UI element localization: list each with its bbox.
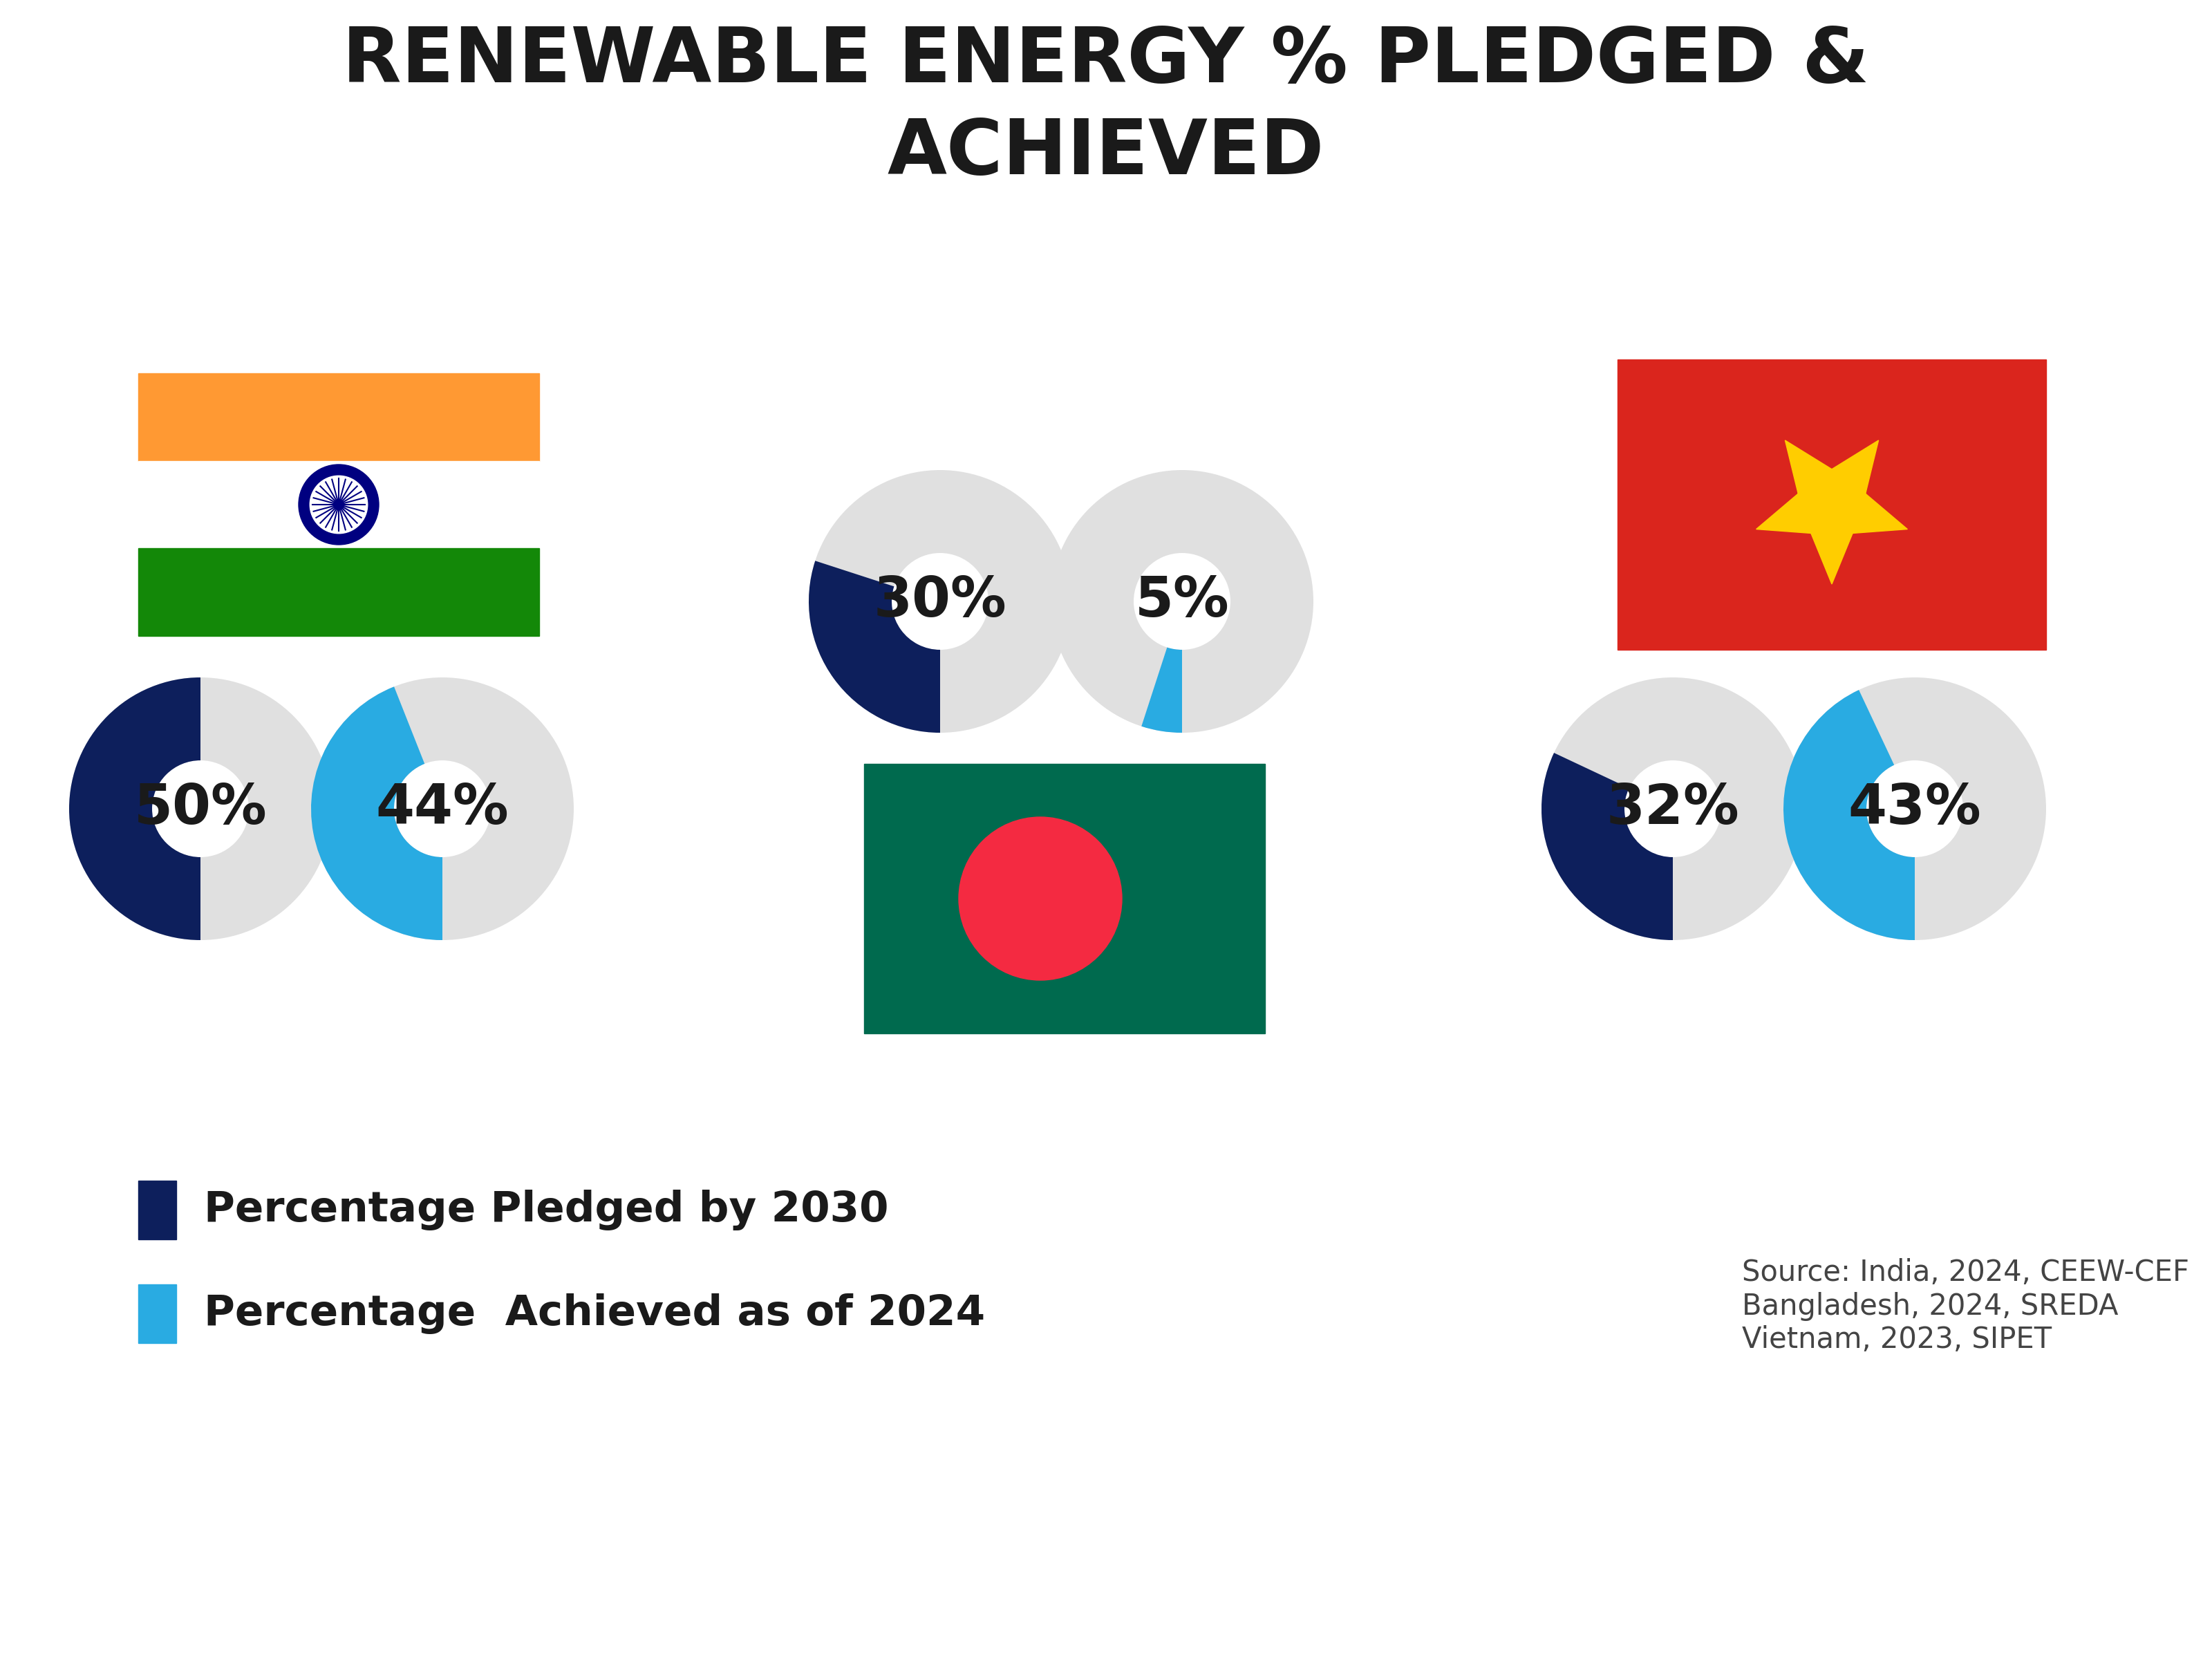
- Bar: [137, 1284, 177, 1342]
- Circle shape: [299, 465, 378, 544]
- Circle shape: [958, 816, 1121, 980]
- Wedge shape: [69, 677, 332, 941]
- Wedge shape: [1542, 753, 1672, 941]
- Wedge shape: [1783, 690, 1916, 941]
- Bar: [1617, 360, 2046, 650]
- Wedge shape: [1542, 677, 1805, 941]
- Bar: [137, 373, 540, 461]
- Text: 32%: 32%: [1606, 781, 1739, 836]
- Text: Percentage  Achieved as of 2024: Percentage Achieved as of 2024: [204, 1292, 984, 1334]
- Text: Percentage Pledged by 2030: Percentage Pledged by 2030: [204, 1190, 889, 1229]
- Bar: [137, 1180, 177, 1239]
- Polygon shape: [1756, 440, 1907, 584]
- Text: Source: India, 2024, CEEW-CEF
Bangladesh, 2024, SREDA
Vietnam, 2023, SIPET: Source: India, 2024, CEEW-CEF Bangladesh…: [1743, 1258, 2190, 1354]
- Wedge shape: [1783, 677, 2046, 941]
- Text: 43%: 43%: [1849, 781, 1982, 836]
- Wedge shape: [810, 561, 940, 733]
- Circle shape: [334, 499, 343, 509]
- Wedge shape: [810, 469, 1071, 733]
- Text: 5%: 5%: [1135, 574, 1230, 629]
- Text: 30%: 30%: [874, 574, 1006, 629]
- Wedge shape: [1141, 647, 1181, 733]
- Text: 44%: 44%: [376, 781, 509, 836]
- Bar: [137, 549, 540, 635]
- Circle shape: [310, 476, 367, 534]
- Wedge shape: [1051, 469, 1314, 733]
- Wedge shape: [69, 677, 201, 941]
- Wedge shape: [312, 677, 573, 941]
- Text: RENEWABLE ENERGY % PLEDGED &
ACHIEVED: RENEWABLE ENERGY % PLEDGED & ACHIEVED: [343, 25, 1869, 189]
- Bar: [137, 461, 540, 549]
- Text: 50%: 50%: [135, 781, 268, 836]
- Wedge shape: [312, 687, 442, 941]
- Bar: [865, 763, 1265, 1034]
